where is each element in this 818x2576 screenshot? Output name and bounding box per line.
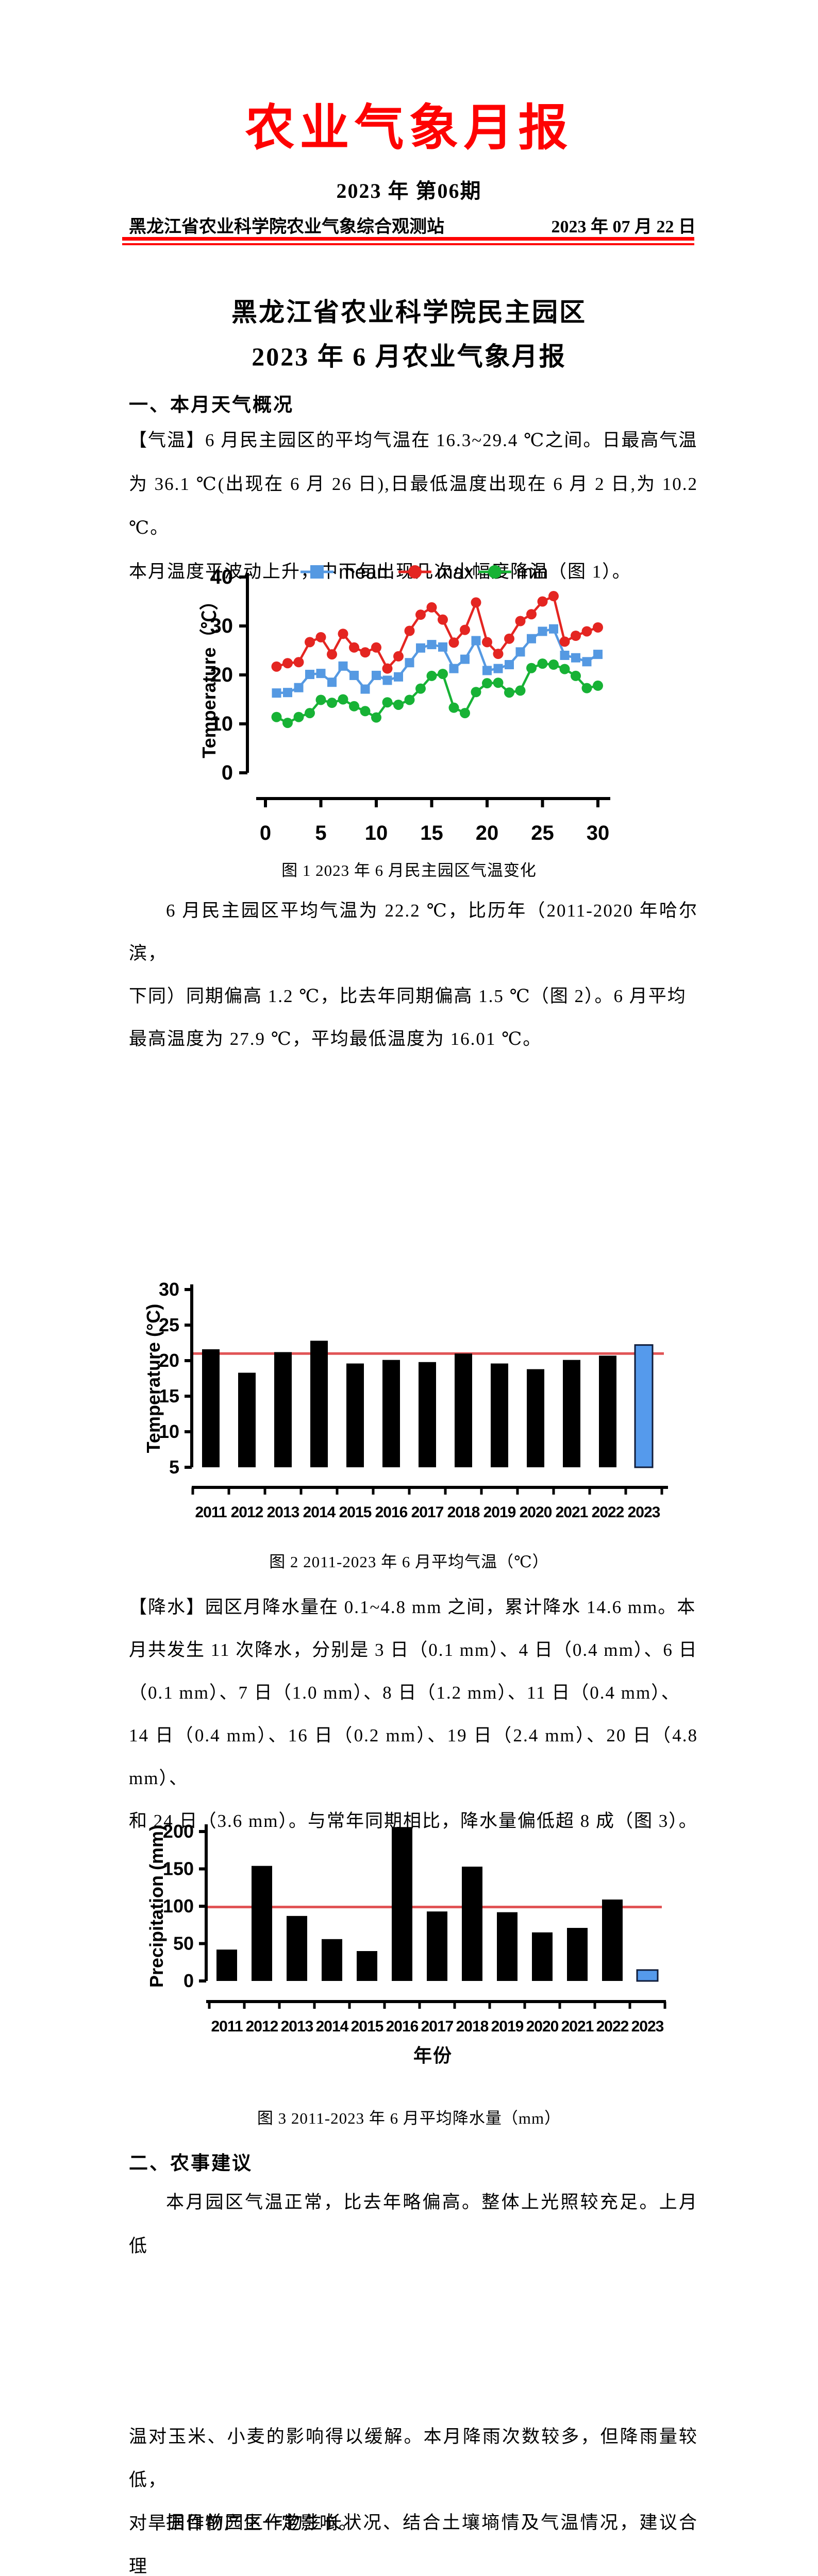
svg-text:2016: 2016 — [386, 2018, 419, 2035]
fig3-precipitation-bar-chart: 0 50 100 150 200 2011 2012 2013 2014 2015 2016 2017… — [146, 1821, 666, 2066]
svg-text:25: 25 — [159, 1314, 179, 1335]
svg-text:2014: 2014 — [316, 2018, 349, 2035]
svg-text:2018: 2018 — [456, 2018, 489, 2035]
svg-text:30: 30 — [210, 615, 233, 637]
svg-text:25: 25 — [531, 822, 554, 844]
svg-text:5: 5 — [169, 1456, 179, 1478]
issue-line: 2023 年 第06期 — [336, 179, 482, 202]
header-rule-thick — [122, 237, 694, 241]
svg-text:2011: 2011 — [195, 1504, 226, 1521]
svg-text:10: 10 — [365, 822, 388, 844]
svg-text:0: 0 — [260, 822, 271, 844]
fig1-caption: 图 1 2023 年 6 月民主园区气温变化 — [281, 861, 537, 879]
svg-text:min: min — [516, 562, 548, 583]
svg-text:2017: 2017 — [421, 2018, 454, 2035]
svg-text:100: 100 — [163, 1895, 194, 1917]
svg-text:200: 200 — [163, 1821, 194, 1842]
svg-text:30: 30 — [159, 1279, 179, 1300]
svg-text:50: 50 — [173, 1933, 194, 1954]
publication-row: 黑龙江省农业科学院农业气象综合观测站 2023 年 07 月 22 日 — [129, 212, 696, 238]
svg-text:2022: 2022 — [596, 2018, 629, 2035]
section2-heading: 二、农事建议 — [129, 2153, 253, 2174]
svg-text:5: 5 — [315, 822, 326, 844]
section1-heading: 一、本月天气概况 — [129, 395, 294, 416]
svg-text:150: 150 — [163, 1858, 194, 1879]
svg-text:年份: 年份 — [413, 2045, 453, 2066]
svg-text:Temperature（℃）: Temperature（℃） — [198, 591, 220, 758]
para-precipitation: 【降水】园区月降水量在 0.1~4.8 mm 之间，累计降水 14.6 mm。本… — [129, 1597, 698, 1831]
svg-text:0: 0 — [183, 1970, 194, 1991]
svg-text:30: 30 — [587, 822, 610, 844]
svg-text:15: 15 — [159, 1385, 179, 1406]
publisher-name: 黑龙江省农业科学院农业气象综合观测站 — [129, 217, 444, 236]
document-title-line1: 黑龙江省农业科学院民主园区 — [231, 298, 587, 327]
svg-text:2018: 2018 — [447, 1504, 480, 1521]
svg-text:2011: 2011 — [211, 2018, 242, 2035]
svg-text:Precipitation (mm): Precipitation (mm) — [146, 1825, 167, 1988]
svg-text:15: 15 — [420, 822, 443, 844]
svg-text:20: 20 — [210, 664, 233, 686]
svg-text:2014: 2014 — [303, 1504, 336, 1521]
para-advice1-part1: 本月园区气温正常，比去年略偏高。整体上光照较充足。上月低 — [129, 2192, 698, 2256]
svg-text:20: 20 — [476, 822, 499, 844]
para-temperature-comparison: 6 月民主园区平均气温为 22.2 ℃，比历年（2011-2020 年哈尔滨， … — [129, 901, 698, 1049]
fig3-caption: 图 3 2011-2023 年 6 月平均降水量（mm） — [257, 2109, 561, 2127]
svg-text:2023: 2023 — [628, 1504, 660, 1521]
svg-text:2015: 2015 — [351, 2018, 383, 2035]
header-rule-thin — [122, 243, 694, 245]
svg-text:0: 0 — [222, 761, 233, 784]
publish-date: 2023 年 07 月 22 日 — [551, 217, 696, 236]
svg-text:Temperature (°C): Temperature (°C) — [144, 1304, 164, 1453]
masthead-title: 农业气象月报 — [245, 100, 573, 156]
svg-text:2021: 2021 — [561, 2018, 594, 2035]
fig2-caption: 图 2 2011-2023 年 6 月平均气温（℃） — [269, 1553, 549, 1571]
svg-text:2013: 2013 — [267, 1504, 299, 1521]
svg-text:2023: 2023 — [631, 2018, 664, 2035]
svg-text:2021: 2021 — [556, 1504, 588, 1521]
svg-text:20: 20 — [159, 1350, 179, 1371]
svg-text:2019: 2019 — [483, 1504, 516, 1521]
document-title-line2: 2023 年 6 月农业气象月报 — [252, 342, 566, 371]
svg-text:max: max — [437, 562, 474, 583]
svg-text:40: 40 — [210, 566, 233, 588]
svg-text:2017: 2017 — [411, 1504, 444, 1521]
svg-text:10: 10 — [159, 1421, 179, 1442]
svg-text:10: 10 — [210, 713, 233, 735]
svg-text:2020: 2020 — [520, 1504, 552, 1521]
para-advice2: 据目前园区作物生长状况、结合土壤墒情及气温情况，建议合理 安排灌溉和施肥，加强田… — [129, 2513, 698, 2576]
para-advice1-part2: 温对玉米、小麦的影响得以缓解。本月降雨次数较多，但降雨量较低， 对旱田作物产生一… — [129, 2427, 698, 2533]
svg-text:2015: 2015 — [339, 1504, 372, 1521]
svg-text:2013: 2013 — [281, 2018, 313, 2035]
svg-text:2020: 2020 — [526, 2018, 559, 2035]
svg-text:2012: 2012 — [246, 2018, 278, 2035]
svg-text:2022: 2022 — [592, 1504, 624, 1521]
svg-text:2019: 2019 — [491, 2018, 524, 2035]
svg-text:2012: 2012 — [231, 1504, 263, 1521]
svg-text:2016: 2016 — [375, 1504, 408, 1521]
svg-text:mean: mean — [339, 562, 388, 583]
